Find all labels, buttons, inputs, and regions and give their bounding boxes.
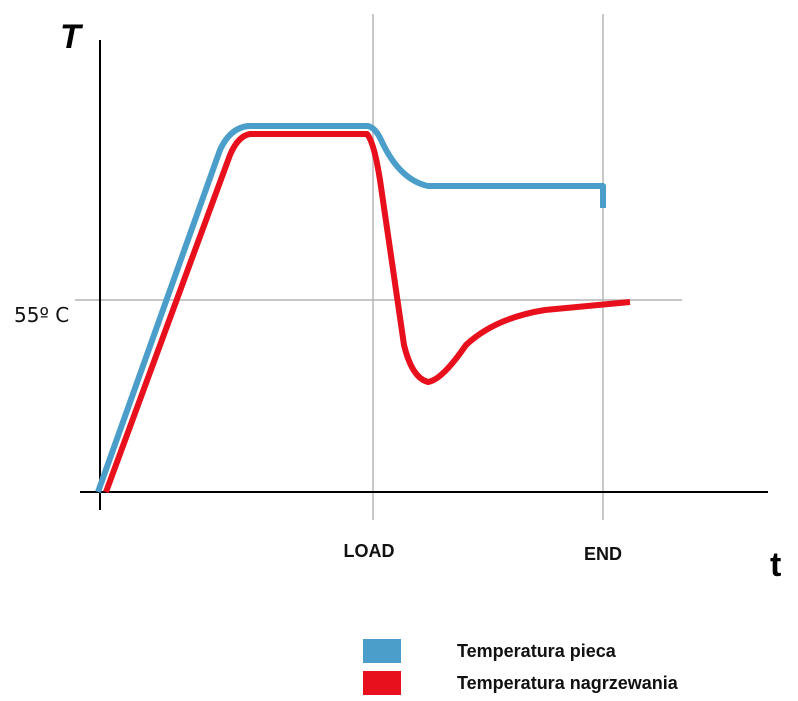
x-axis-label: t	[770, 546, 781, 584]
temperature-diagram: T t 55º C LOAD END	[14, 14, 781, 584]
legend: Temperatura pieca Temperatura nagrzewani…	[363, 637, 783, 701]
legend-item-furnace: Temperatura pieca	[363, 637, 783, 665]
legend-label-furnace: Temperatura pieca	[457, 640, 616, 661]
y-axis-label: T	[60, 18, 84, 56]
marker-label-end: END	[584, 544, 622, 564]
heating-temperature-curve	[103, 131, 631, 494]
reference-label-55c: 55º C	[14, 303, 69, 327]
legend-label-heating: Temperatura nagrzewania	[457, 672, 678, 693]
legend-swatch-furnace	[363, 639, 401, 663]
legend-swatch-heating	[363, 671, 401, 695]
furnace-temperature-curve	[95, 123, 606, 494]
marker-label-load: LOAD	[344, 541, 395, 561]
legend-item-heating: Temperatura nagrzewania	[363, 669, 783, 697]
